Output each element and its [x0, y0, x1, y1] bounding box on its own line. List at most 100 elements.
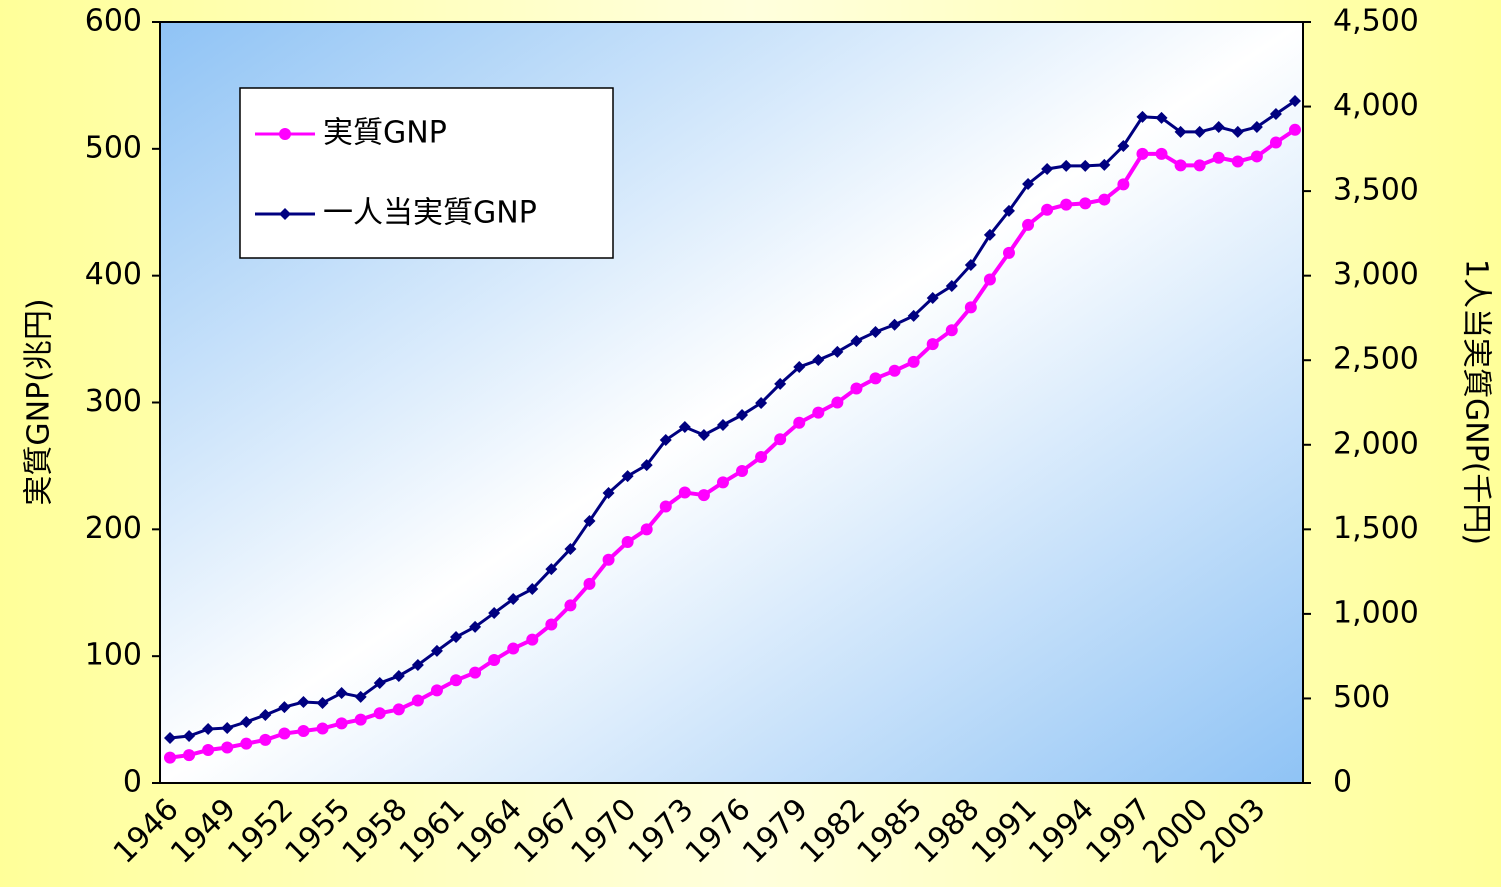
point: [354, 690, 367, 703]
point: [1289, 94, 1301, 107]
point: [1289, 123, 1301, 136]
point: [1269, 107, 1282, 120]
point: [430, 684, 443, 697]
y-tick-label: 200: [85, 511, 142, 546]
point: [507, 642, 520, 655]
point: [164, 751, 176, 764]
point: [659, 434, 672, 447]
point: [774, 377, 787, 390]
point: [335, 687, 348, 700]
point: [602, 553, 615, 566]
point: [926, 291, 939, 304]
point: [507, 593, 520, 606]
point: [164, 732, 176, 745]
y-tick-label: 300: [85, 384, 142, 419]
point: [1155, 111, 1168, 124]
y2-tick-label: 2,500: [1333, 342, 1419, 377]
point: [755, 451, 768, 464]
point: [964, 301, 977, 314]
point: [221, 722, 234, 735]
point: [279, 128, 291, 140]
point: [678, 421, 691, 434]
point: [316, 697, 329, 710]
point: [602, 486, 615, 499]
point: [1250, 121, 1263, 134]
point: [983, 228, 996, 241]
point: [1041, 203, 1054, 216]
point: [278, 701, 291, 714]
point: [678, 486, 691, 499]
y2-tick-label: 2,000: [1333, 426, 1419, 461]
point: [716, 476, 729, 489]
point: [964, 259, 977, 272]
point: [221, 741, 234, 754]
point: [335, 717, 348, 730]
point: [850, 382, 863, 395]
point: [1174, 125, 1187, 138]
y-tick-label: 0: [123, 765, 142, 800]
point: [850, 334, 863, 347]
point: [907, 355, 920, 368]
point: [888, 364, 901, 377]
point: [202, 744, 215, 757]
point: [1060, 159, 1073, 172]
point: [297, 724, 310, 737]
point: [1155, 147, 1168, 160]
point: [1174, 159, 1187, 172]
point: [526, 633, 539, 646]
y2-tick-label: 3,000: [1333, 257, 1419, 292]
point: [869, 325, 882, 338]
point: [1079, 159, 1092, 172]
point: [793, 416, 806, 429]
point: [1250, 150, 1263, 163]
legend-label: 一人当実質GNP: [323, 196, 537, 231]
point: [1193, 125, 1206, 138]
y-tick-label: 400: [85, 257, 142, 292]
point: [736, 464, 749, 477]
y2-tick-label: 500: [1333, 680, 1390, 715]
point: [983, 273, 996, 286]
point: [240, 737, 253, 750]
point: [373, 707, 386, 720]
point: [1231, 125, 1244, 138]
point: [774, 433, 787, 446]
point: [564, 542, 577, 555]
point: [259, 709, 272, 722]
point: [183, 729, 196, 742]
point: [812, 406, 825, 419]
y2-tick-label: 3,500: [1333, 173, 1419, 208]
point: [1098, 193, 1111, 206]
point: [278, 727, 291, 740]
point: [392, 703, 405, 716]
y2-tick-label: 4,500: [1333, 4, 1419, 39]
point: [831, 345, 844, 358]
point: [1098, 158, 1111, 171]
point: [812, 354, 825, 367]
point: [831, 396, 844, 409]
point: [583, 577, 596, 590]
point: [640, 459, 653, 472]
point: [1002, 204, 1015, 217]
point: [526, 583, 539, 596]
legend-label: 実質GNP: [323, 116, 447, 151]
y2-axis-label: 1人当実質GNP(千円): [1459, 259, 1494, 545]
point: [240, 715, 253, 728]
y-tick-label: 600: [85, 4, 142, 39]
point: [1231, 155, 1244, 168]
point: [869, 372, 882, 385]
point: [945, 324, 958, 337]
y2-tick-label: 4,000: [1333, 88, 1419, 123]
y2-tick-label: 1,500: [1333, 511, 1419, 546]
y2-tick-label: 1,000: [1333, 595, 1419, 630]
point: [545, 618, 558, 631]
point: [697, 489, 710, 502]
point: [1079, 197, 1092, 210]
point: [1117, 178, 1130, 191]
point: [1002, 246, 1015, 259]
y-axis-label: 実質GNP(兆円): [22, 298, 57, 505]
point: [373, 677, 386, 690]
point: [354, 713, 367, 726]
point: [640, 523, 653, 536]
y-tick-label: 500: [85, 130, 142, 165]
